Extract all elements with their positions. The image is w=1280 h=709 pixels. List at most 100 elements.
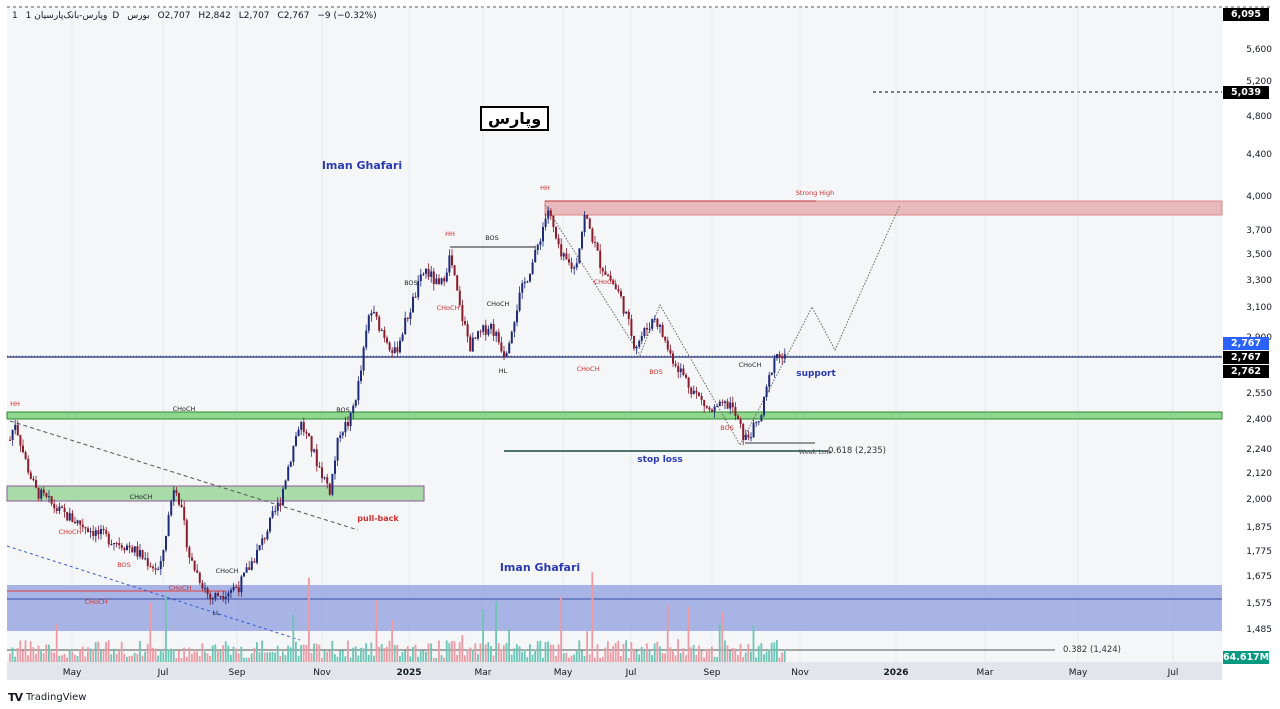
volume-bar [370, 642, 373, 662]
candle-body [724, 401, 726, 403]
candle-body [456, 275, 459, 291]
volume-bar [396, 644, 399, 662]
volume-bar [731, 648, 734, 662]
volume-bar [282, 651, 284, 662]
volume-bar [430, 643, 432, 662]
candle-body [721, 401, 724, 403]
volume-bar [568, 657, 570, 662]
volume-bar [193, 649, 196, 662]
candle-body [105, 530, 108, 534]
chart-annotation-choch8: CHoCH [486, 300, 510, 308]
candle-body [58, 506, 61, 512]
candle-body [37, 487, 40, 499]
candle-body [513, 322, 516, 332]
candle-body [479, 331, 482, 333]
candle-body [414, 296, 417, 298]
volume-bar [438, 640, 440, 662]
candle-body [601, 268, 604, 272]
volume-bar [131, 655, 133, 662]
volume-bar [71, 651, 74, 662]
volume-bar [578, 640, 581, 662]
symbol-name[interactable]: وپارس-بانک‌پارسیان [34, 11, 108, 21]
candle-body [66, 512, 69, 521]
candle-body [432, 271, 435, 285]
volume-bar [289, 647, 292, 662]
candle-body [461, 304, 464, 322]
candle-body [484, 325, 487, 335]
volume-bar [354, 646, 357, 662]
volume-bar [243, 657, 245, 662]
candle-body [490, 324, 492, 329]
candle-body [89, 531, 92, 533]
volume-bar [172, 649, 175, 662]
candle-body [425, 268, 427, 274]
candle-body [300, 421, 303, 430]
volume-bar [698, 645, 700, 662]
candle-body [253, 561, 256, 563]
candle-body [214, 593, 217, 599]
candle-body [14, 424, 17, 431]
candle-body [162, 550, 165, 562]
volume-bar [474, 643, 477, 662]
time-axis-label: Sep [228, 668, 246, 678]
candle-body [341, 432, 344, 436]
candle-body [557, 238, 560, 245]
volume-bar [362, 648, 365, 662]
candle-body [604, 271, 607, 275]
candle-body [640, 336, 643, 341]
volume-bar [760, 643, 763, 662]
volume-bar [588, 654, 591, 662]
candle-body [669, 349, 672, 354]
candle-body [471, 337, 474, 352]
candle-body [102, 529, 105, 531]
volume-bar [677, 639, 679, 662]
chart-annotation-choch4: CHoCH [168, 584, 192, 592]
symbol-logo-box: وپارس [480, 106, 550, 131]
volume-bar [183, 647, 185, 662]
candle-body [409, 312, 412, 319]
volume-bar [128, 656, 131, 662]
candle-body [731, 402, 734, 408]
volume-tag: 64.617M [1223, 651, 1270, 664]
candle-body [503, 351, 505, 357]
candle-body [35, 480, 37, 488]
candle-body [331, 473, 334, 495]
candle-body [308, 433, 310, 437]
volume-bar [365, 643, 367, 662]
candle-body [523, 281, 526, 284]
volume-bar [180, 657, 183, 662]
candle-body [718, 401, 721, 407]
time-axis-label: Jul [625, 668, 637, 678]
candle-body [612, 280, 615, 285]
candle-body [50, 496, 53, 504]
candle-body [466, 324, 469, 337]
time-axis-label: May [1068, 668, 1088, 678]
chart-annotation-choch11: CHoCH [738, 361, 762, 369]
candle-body [352, 405, 355, 413]
chart-annotation-choch10: CHoCH [576, 365, 600, 373]
volume-bar [360, 647, 362, 662]
volume-bar [115, 653, 118, 662]
candle-body [139, 550, 141, 557]
interval[interactable]: 1D [25, 11, 120, 21]
candle-body [68, 513, 71, 521]
candle-body [131, 547, 134, 553]
tradingview-branding[interactable]: TV TradingView [8, 691, 86, 704]
candle-body [661, 324, 664, 337]
time-axis-band [7, 662, 1222, 680]
volume-bar [747, 643, 750, 662]
volume-bar [690, 647, 692, 662]
volume-bar [703, 657, 705, 662]
volume-bar [339, 650, 341, 662]
candle-body [404, 317, 407, 335]
candle-body [40, 489, 43, 499]
candle-body [477, 331, 479, 339]
candle-body [625, 311, 628, 314]
volume-bar [651, 655, 653, 662]
volume-bar [352, 647, 354, 662]
time-axis-label: Jul [157, 668, 169, 678]
volume-bar [755, 657, 757, 662]
candle-body [287, 466, 290, 481]
candle-body [126, 545, 128, 551]
